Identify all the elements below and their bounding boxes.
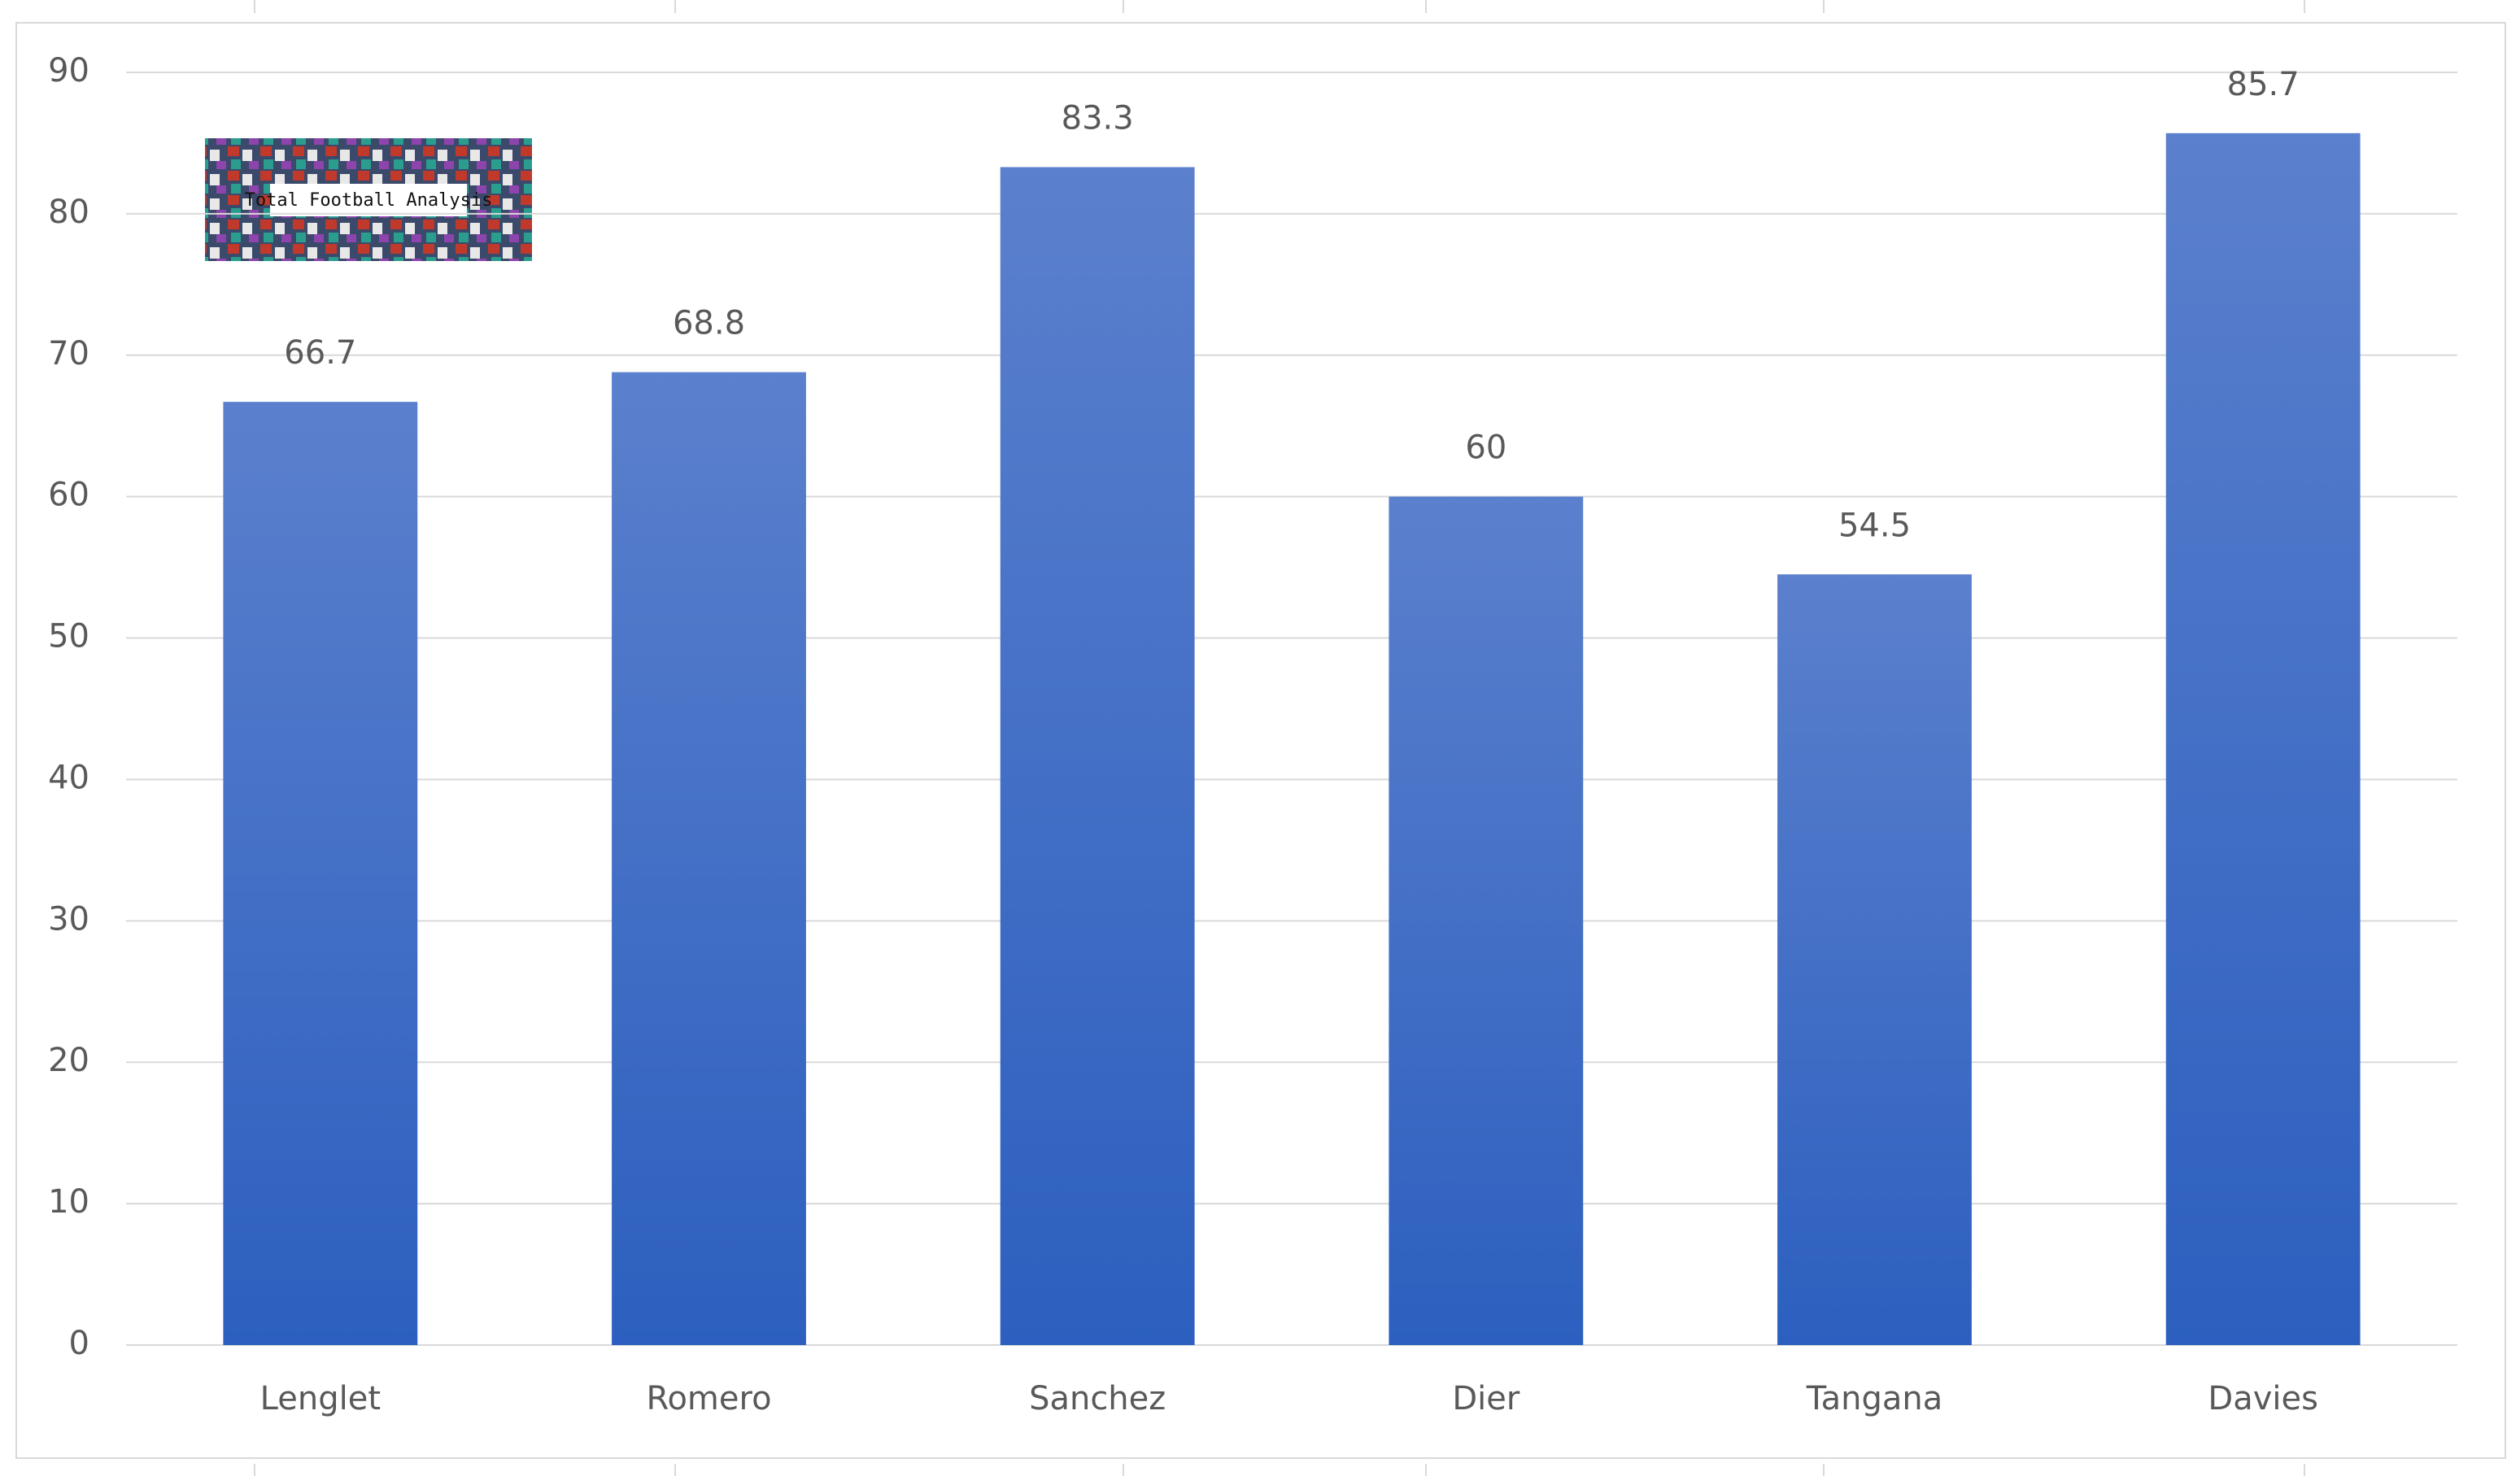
bar — [1000, 167, 1195, 1345]
y-tick-label: 0 — [69, 1325, 89, 1362]
y-tick-label: 90 — [48, 52, 89, 89]
bar — [2165, 133, 2361, 1345]
y-tick-label: 70 — [48, 335, 89, 372]
y-tick-label: 50 — [48, 618, 89, 655]
x-tick-label: Davies — [2208, 1380, 2318, 1417]
value-label: 60 — [1465, 429, 1506, 467]
x-tick-label: Lenglet — [260, 1380, 381, 1417]
y-tick-label: 80 — [48, 194, 89, 231]
value-label: 66.7 — [284, 334, 356, 372]
value-label: 54.5 — [1838, 507, 1911, 544]
bar — [223, 402, 418, 1345]
bar — [1777, 574, 1972, 1345]
value-label: 85.7 — [2227, 66, 2300, 103]
value-label: 68.8 — [673, 305, 745, 342]
chart-frame — [15, 22, 2506, 1459]
y-tick-label: 30 — [48, 900, 89, 938]
value-label: 83.3 — [1062, 100, 1134, 137]
logo-text: Total Football Analysis — [245, 190, 493, 211]
x-tick-label: Sanchez — [1029, 1380, 1166, 1417]
y-tick-label: 10 — [48, 1183, 89, 1221]
logo-plate — [270, 184, 467, 216]
frame-ticks — [254, 0, 2305, 1476]
y-tick-label: 40 — [48, 759, 89, 796]
bar — [1389, 496, 1584, 1345]
x-tick-label: Tangana — [1806, 1380, 1942, 1417]
y-tick-label: 60 — [48, 477, 89, 514]
bar — [612, 372, 806, 1346]
logo: Total Football Analysis — [205, 138, 532, 261]
y-tick-label: 20 — [48, 1042, 89, 1079]
x-tick-label: Dier — [1452, 1380, 1520, 1417]
x-tick-label: Romero — [646, 1380, 771, 1417]
